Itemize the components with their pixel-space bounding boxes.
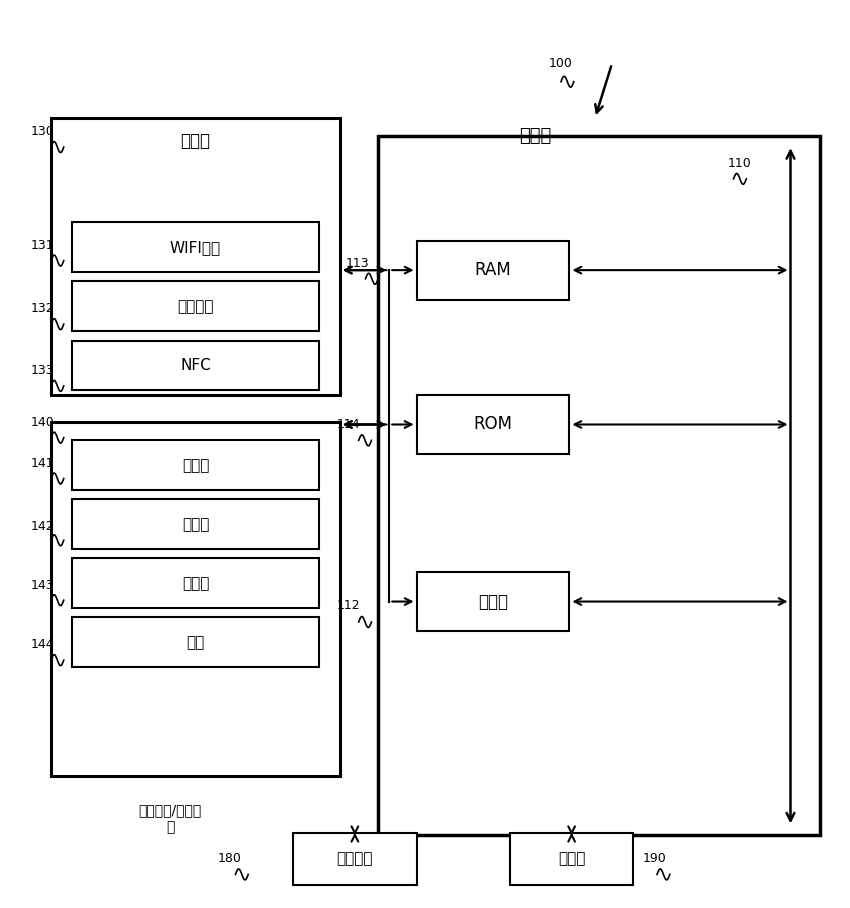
Text: 133: 133	[31, 364, 54, 377]
Text: 132: 132	[31, 302, 54, 315]
Text: 180: 180	[218, 852, 241, 864]
Text: 110: 110	[728, 157, 751, 170]
FancyBboxPatch shape	[72, 340, 319, 390]
Text: 114: 114	[337, 418, 360, 430]
FancyBboxPatch shape	[72, 440, 319, 490]
Text: 190: 190	[643, 852, 666, 864]
Text: 麦克风: 麦克风	[182, 458, 209, 473]
Text: 用户输入/输出接
口: 用户输入/输出接 口	[139, 804, 201, 834]
Text: 按键: 按键	[186, 635, 205, 650]
Text: 141: 141	[31, 457, 54, 469]
Text: ROM: ROM	[473, 416, 513, 433]
FancyBboxPatch shape	[72, 558, 319, 608]
FancyBboxPatch shape	[416, 241, 570, 300]
Text: NFC: NFC	[180, 358, 211, 373]
Text: 112: 112	[337, 599, 360, 612]
Text: 142: 142	[31, 520, 54, 533]
Text: 131: 131	[31, 239, 54, 252]
Text: 100: 100	[549, 57, 573, 70]
Text: 144: 144	[31, 638, 54, 651]
Text: 触摸板: 触摸板	[182, 517, 209, 532]
Text: 通信器: 通信器	[180, 132, 211, 150]
Text: 蓝牙模块: 蓝牙模块	[178, 299, 213, 314]
FancyBboxPatch shape	[72, 499, 319, 549]
FancyBboxPatch shape	[510, 833, 633, 885]
Text: 140: 140	[31, 416, 54, 429]
FancyBboxPatch shape	[51, 118, 340, 395]
Text: 处理器: 处理器	[478, 593, 508, 610]
FancyBboxPatch shape	[72, 617, 319, 667]
Text: 130: 130	[31, 125, 54, 138]
Text: 存储器: 存储器	[558, 852, 586, 866]
Text: WIFI模块: WIFI模块	[170, 240, 221, 255]
Text: 143: 143	[31, 579, 54, 592]
FancyBboxPatch shape	[416, 572, 570, 631]
Text: 供电电源: 供电电源	[337, 852, 373, 866]
Text: 传感器: 传感器	[182, 576, 209, 591]
Text: 113: 113	[345, 257, 369, 270]
Text: RAM: RAM	[474, 262, 512, 279]
FancyBboxPatch shape	[72, 281, 319, 331]
FancyBboxPatch shape	[51, 422, 340, 776]
FancyBboxPatch shape	[416, 395, 570, 454]
FancyBboxPatch shape	[72, 222, 319, 272]
Text: 控制器: 控制器	[519, 127, 552, 145]
FancyBboxPatch shape	[378, 136, 820, 835]
FancyBboxPatch shape	[293, 833, 416, 885]
